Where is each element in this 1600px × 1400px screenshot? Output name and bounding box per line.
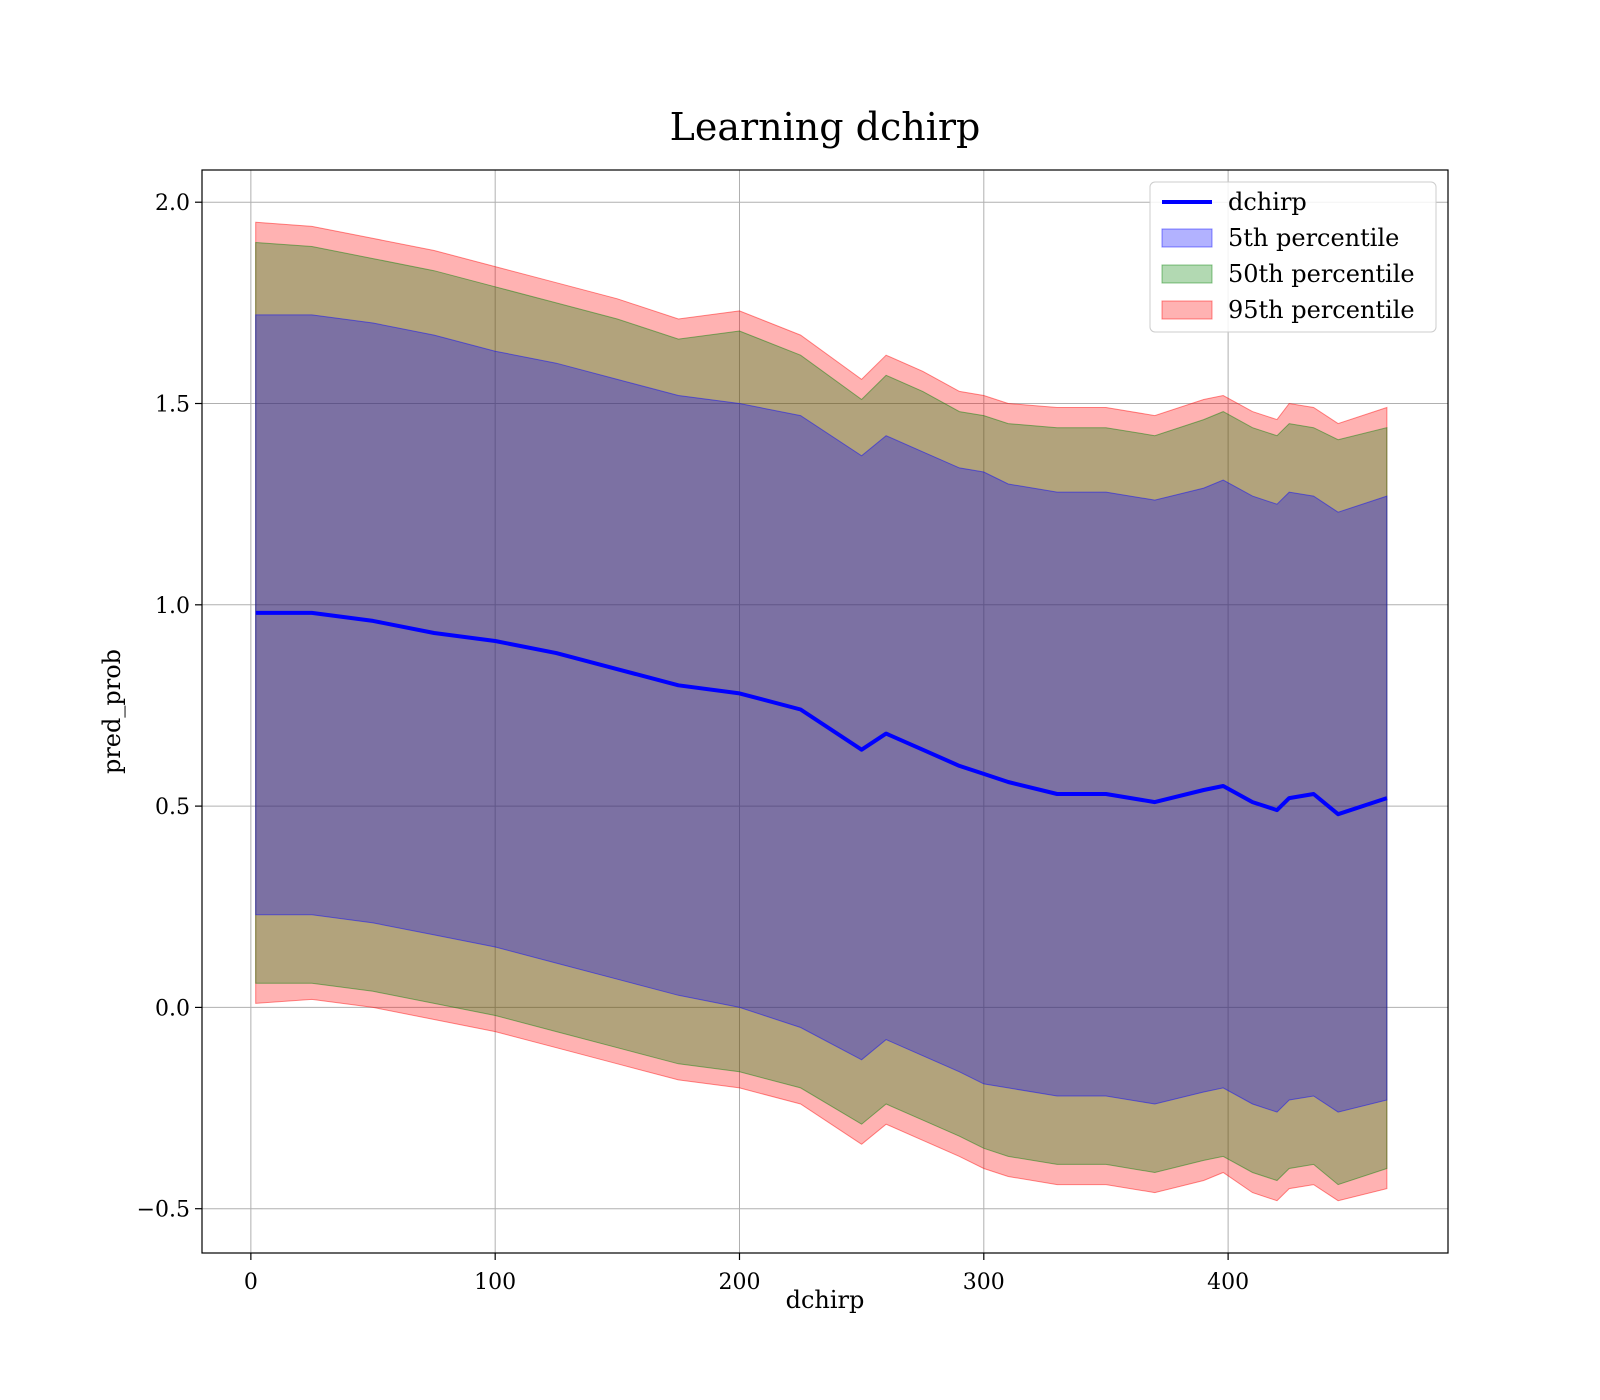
chart-title: Learning dchirp (670, 105, 981, 149)
legend-swatch-patch (1161, 228, 1213, 248)
plot-frame (201, 169, 1449, 1254)
tick-layer: 0 100 200 300 400 −0.5 0.0 0.5 1.0 1.5 2.0 (137, 191, 1250, 1295)
percentile-band (255, 221, 1388, 1202)
y-tick-label: −0.5 (137, 1198, 190, 1223)
y-tick-label: 1.0 (155, 594, 190, 619)
y-tick-label: 0.0 (155, 996, 190, 1021)
x-tick-label: 300 (963, 1270, 1005, 1295)
x-tick-label: 0 (244, 1270, 258, 1295)
legend-swatch-patch (1161, 264, 1213, 284)
percentile-band (255, 314, 1388, 1113)
legend-label: 50th percentile (1228, 260, 1415, 288)
legend-label: 95th percentile (1228, 296, 1415, 324)
percentile-band (255, 241, 1388, 1186)
y-tick-label: 2.0 (155, 191, 190, 216)
line-layer (255, 610, 1388, 817)
dchirp-line (255, 610, 1388, 817)
grid-layer (202, 170, 1448, 1253)
legend-label: 5th percentile (1228, 224, 1399, 252)
y-tick-label: 0.5 (155, 795, 190, 820)
x-tick-label: 400 (1207, 1270, 1249, 1295)
x-axis-label: dchirp (786, 1286, 865, 1314)
legend-swatch-patch (1161, 300, 1213, 320)
legend-box (1149, 181, 1437, 333)
legend: dchirp 5th percentile 50th percentile 95th … (1149, 181, 1437, 333)
y-tick-label: 1.5 (155, 393, 190, 418)
y-axis-label: pred_prob (98, 649, 126, 774)
legend-label: dchirp (1228, 188, 1307, 216)
x-tick-label: 100 (474, 1270, 516, 1295)
x-tick-label: 200 (718, 1270, 760, 1295)
band-layer (255, 221, 1388, 1202)
